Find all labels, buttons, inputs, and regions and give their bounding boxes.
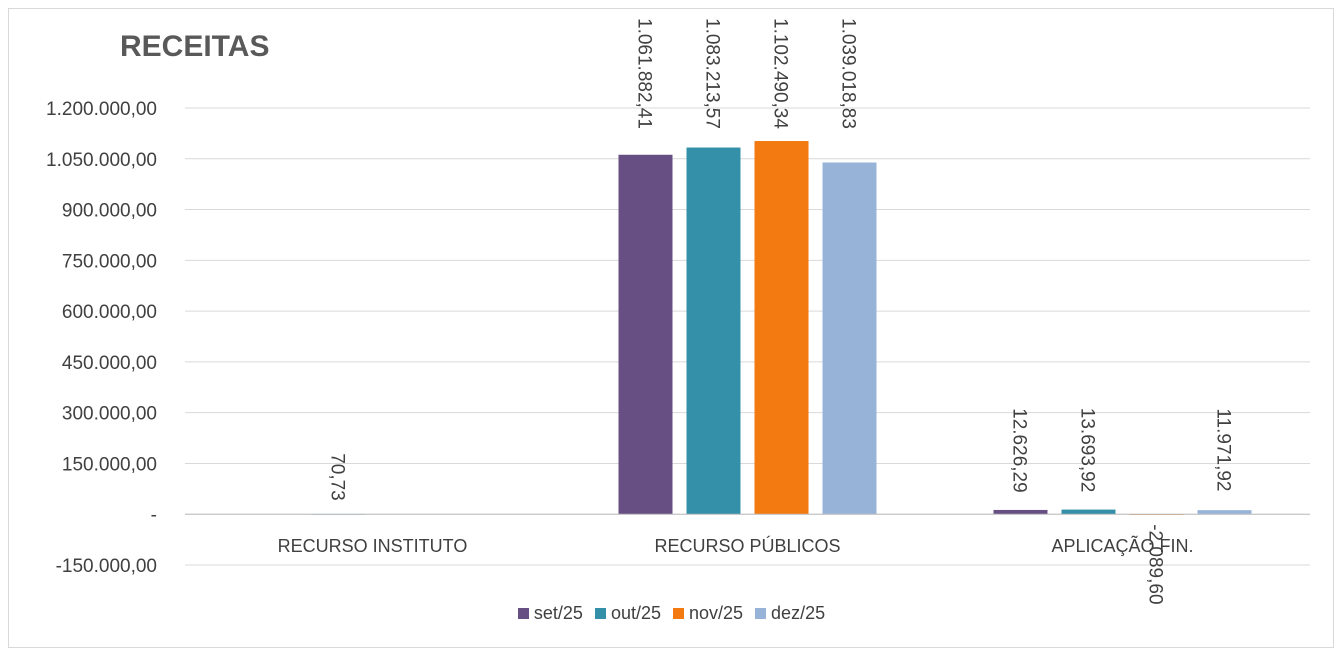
category-label: RECURSO INSTITUTO bbox=[278, 536, 468, 556]
data-label: 1.083.213,57 bbox=[702, 18, 723, 129]
legend-item: dez/25 bbox=[755, 603, 825, 624]
chart-legend: set/25 out/25 nov/25 dez/25 bbox=[0, 603, 1343, 624]
bar bbox=[686, 147, 741, 515]
y-tick-label: 150.000,00 bbox=[62, 454, 157, 475]
legend-swatch bbox=[517, 608, 529, 619]
y-tick-label: 600.000,00 bbox=[62, 302, 157, 323]
data-label: 1.102.490,34 bbox=[770, 18, 791, 129]
category-label: RECURSO PÚBLICOS bbox=[654, 535, 840, 556]
legend-item: set/25 bbox=[517, 603, 583, 624]
bar bbox=[1061, 509, 1116, 515]
y-tick-label: 300.000,00 bbox=[62, 404, 157, 425]
bar bbox=[1197, 510, 1252, 515]
legend-label: dez/25 bbox=[771, 603, 826, 623]
y-tick-label: 450.000,00 bbox=[62, 353, 157, 374]
legend-swatch bbox=[594, 608, 606, 619]
y-tick-label: 1.050.000,00 bbox=[46, 150, 157, 171]
bar bbox=[993, 509, 1048, 515]
legend-item: nov/25 bbox=[673, 603, 743, 624]
bar bbox=[822, 162, 877, 515]
y-tick-label: -150.000,00 bbox=[56, 556, 157, 577]
legend-item: out/25 bbox=[594, 603, 661, 624]
data-label: 11.971,92 bbox=[1213, 408, 1234, 491]
bar bbox=[618, 154, 673, 515]
data-label: 1.061.882,41 bbox=[634, 18, 655, 129]
chart-title: RECEITAS bbox=[120, 30, 270, 63]
data-label: 13.693,92 bbox=[1077, 408, 1098, 493]
data-label: 1.039.018,83 bbox=[838, 18, 859, 129]
category-label: APLICAÇÃO FIN. bbox=[1051, 535, 1193, 556]
y-tick-label: 1.200.000,00 bbox=[46, 99, 157, 120]
legend-swatch bbox=[755, 608, 767, 619]
legend-swatch bbox=[673, 608, 684, 619]
y-tick-label: - bbox=[151, 505, 157, 526]
y-tick-label: 750.000,00 bbox=[62, 251, 157, 272]
legend-label: set/25 bbox=[533, 603, 583, 623]
bar bbox=[754, 141, 809, 515]
data-label: 12.626,29 bbox=[1009, 408, 1030, 493]
data-label: -2.089,60 bbox=[1145, 524, 1166, 604]
y-tick-label: 900.000,00 bbox=[62, 201, 157, 222]
data-label: 70,73 bbox=[327, 453, 348, 501]
legend-label: nov/25 bbox=[689, 603, 744, 623]
legend-label: out/25 bbox=[610, 603, 661, 623]
